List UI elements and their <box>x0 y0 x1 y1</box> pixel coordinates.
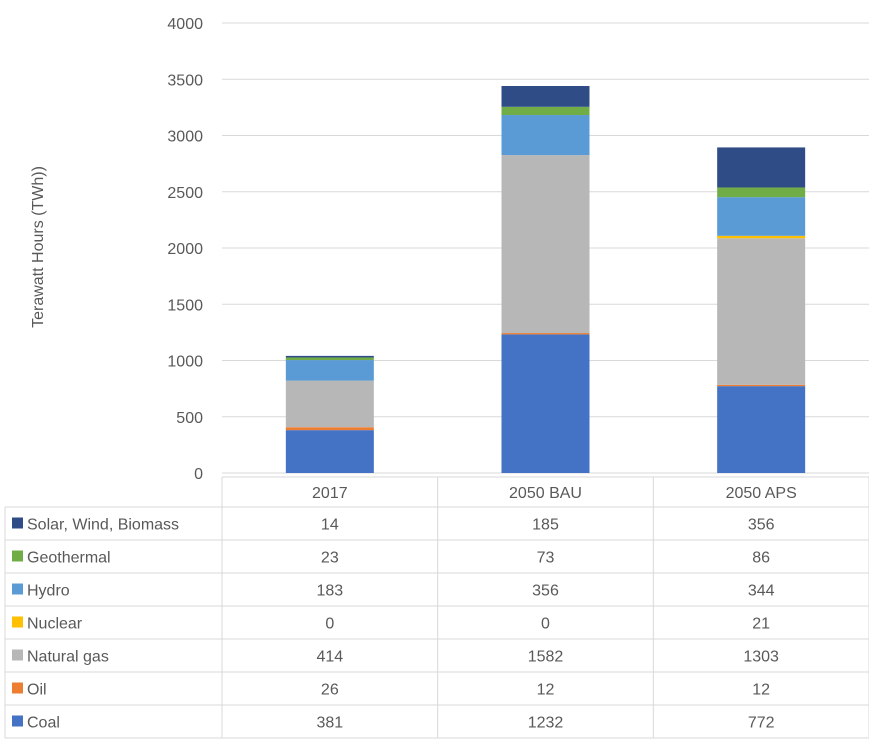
bar-segment <box>717 386 806 473</box>
y-axis-label: Terawatt Hours (TWh)) <box>30 166 47 328</box>
bar-segment <box>717 197 806 236</box>
category-label: 2017 <box>312 485 348 502</box>
table-cell-value: 26 <box>321 682 339 699</box>
table-cell-value: 1232 <box>528 715 564 732</box>
table-cell-value: 12 <box>537 682 555 699</box>
y-tick-label: 1500 <box>167 297 203 314</box>
legend-label: Natural gas <box>27 649 109 666</box>
bars <box>285 86 806 473</box>
bar-segment <box>717 384 806 387</box>
bar-segment <box>285 360 374 381</box>
table-cell-value: 1582 <box>528 649 564 666</box>
legend-label: Coal <box>27 715 60 732</box>
category-label: 2050 APS <box>726 485 797 502</box>
table-cell-value: 21 <box>752 616 770 633</box>
y-tick-label: 4000 <box>167 16 203 33</box>
legend-key <box>12 649 23 661</box>
bar-segment <box>285 357 374 361</box>
table-cell-value: 356 <box>748 517 775 534</box>
data-table: 2017 2050 BAU 2050 APS Solar, Wind, Biomass… <box>4 476 869 739</box>
bar-segment <box>717 235 806 239</box>
y-tick-label: 3500 <box>167 72 203 89</box>
table-cell-value: 12 <box>752 682 770 699</box>
category-label: 2050 BAU <box>509 485 582 502</box>
y-tick-label: 0 <box>194 466 203 483</box>
bar-segment <box>717 187 806 198</box>
legend-key <box>12 616 23 628</box>
bar-segment <box>285 430 374 473</box>
table-cell-value: 86 <box>752 550 770 567</box>
bar-segment <box>501 86 590 107</box>
y-axis-ticks: 0 500 1000 1500 2000 2500 3000 3500 4000 <box>167 16 203 483</box>
legend-label: Solar, Wind, Biomass <box>27 517 179 534</box>
legend-key <box>12 682 23 694</box>
legend-key <box>12 550 23 562</box>
bar-segment <box>285 380 374 428</box>
table-cell-value: 0 <box>325 616 334 633</box>
legend-key <box>12 517 23 529</box>
bar-segment <box>285 355 374 358</box>
table-cell-value: 356 <box>532 583 559 600</box>
table-cell-value: 381 <box>316 715 343 732</box>
bar-segment <box>285 427 374 431</box>
bar-segment <box>501 333 590 335</box>
y-tick-label: 1000 <box>167 354 203 371</box>
legend-key <box>12 583 23 595</box>
bar-segment <box>501 115 590 156</box>
table-cell-value: 185 <box>532 517 559 534</box>
legend-label: Nuclear <box>27 616 83 633</box>
bar-segment <box>501 155 590 334</box>
bar-segment <box>717 238 806 385</box>
y-tick-label: 2000 <box>167 241 203 258</box>
y-tick-label: 500 <box>176 410 203 427</box>
y-tick-label: 2500 <box>167 185 203 202</box>
table-cell-value: 1303 <box>743 649 779 666</box>
table-cell-value: 183 <box>316 583 343 600</box>
legend-label: Oil <box>27 682 47 699</box>
legend-key <box>12 715 23 727</box>
table-cell-value: 344 <box>748 583 775 600</box>
table-cell-value: 73 <box>537 550 555 567</box>
bar-segment <box>501 334 590 473</box>
y-tick-label: 3000 <box>167 129 203 146</box>
legend-label: Hydro <box>27 583 70 600</box>
table-cell-value: 23 <box>321 550 339 567</box>
table-cell-value: 414 <box>316 649 343 666</box>
table-cell-value: 14 <box>321 517 339 534</box>
table-cell-value: 0 <box>541 616 550 633</box>
legend-label: Geothermal <box>27 550 111 567</box>
bar-segment <box>717 147 806 188</box>
bar-segment <box>501 106 590 116</box>
table-cell-value: 772 <box>748 715 775 732</box>
